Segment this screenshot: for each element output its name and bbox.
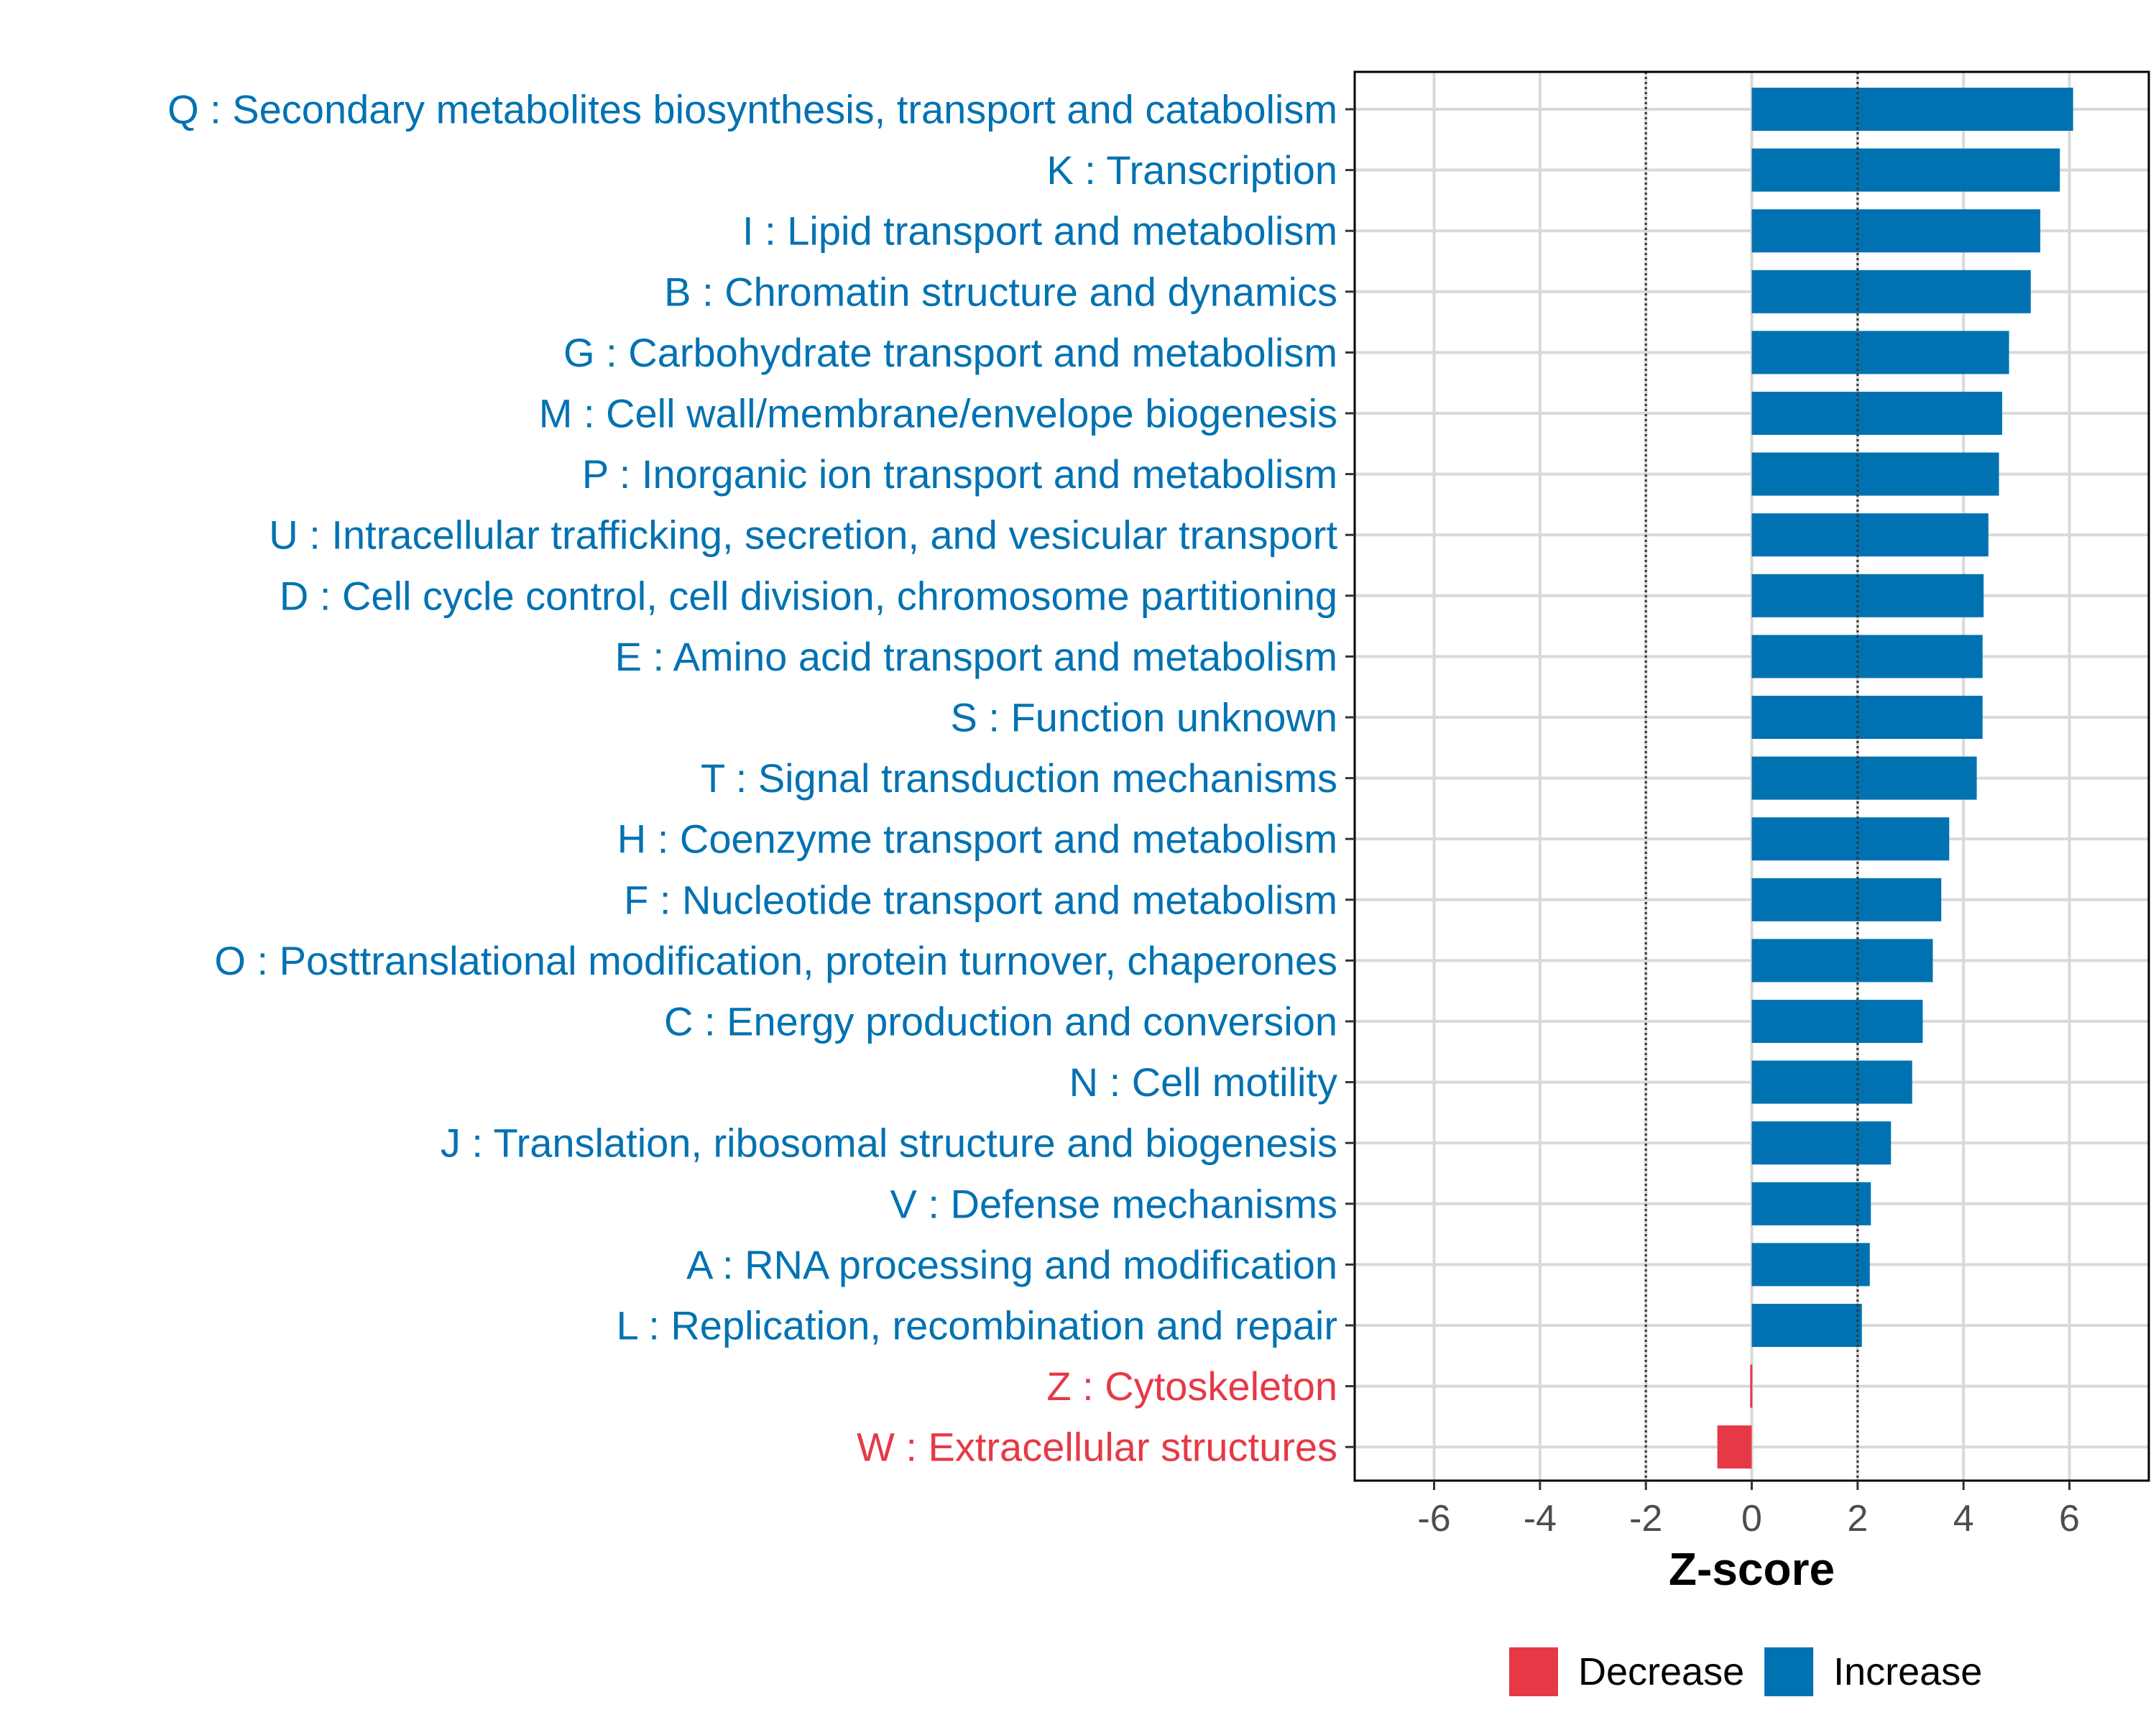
category-label: H : Coenzyme transport and metabolism bbox=[617, 816, 1337, 862]
x-tick-label: -2 bbox=[1629, 1498, 1662, 1540]
bar bbox=[1750, 1364, 1753, 1408]
bar bbox=[1751, 1304, 1862, 1347]
x-tick-label: 2 bbox=[1847, 1498, 1868, 1540]
bar bbox=[1751, 452, 1999, 496]
bar bbox=[1751, 696, 1983, 739]
category-label: I : Lipid transport and metabolism bbox=[742, 208, 1337, 254]
y-axis: Q : Secondary metabolites biosynthesis, … bbox=[167, 87, 1355, 1470]
bar bbox=[1751, 756, 1977, 800]
legend-label: Increase bbox=[1833, 1650, 1982, 1693]
legend-swatch bbox=[1509, 1647, 1558, 1696]
bar bbox=[1751, 1000, 1923, 1043]
bar bbox=[1751, 1060, 1912, 1104]
category-label: M : Cell wall/membrane/envelope biogenes… bbox=[539, 391, 1337, 436]
bar bbox=[1751, 392, 2002, 435]
legend: Decrease Increase bbox=[1509, 1647, 1982, 1696]
category-label: S : Function unknown bbox=[950, 695, 1337, 740]
category-label: O : Posttranslational modification, prot… bbox=[214, 938, 1337, 983]
category-label: F : Nucleotide transport and metabolism bbox=[624, 877, 1337, 922]
legend-label: Decrease bbox=[1578, 1650, 1744, 1693]
category-label: G : Carbohydrate transport and metabolis… bbox=[563, 330, 1337, 375]
category-label: L : Replication, recombination and repai… bbox=[617, 1303, 1337, 1348]
bar bbox=[1751, 270, 2031, 313]
category-label: K : Transcription bbox=[1046, 147, 1337, 193]
bar bbox=[1751, 331, 2009, 374]
bar bbox=[1751, 209, 2040, 253]
category-label: A : RNA processing and modification bbox=[686, 1242, 1337, 1287]
x-axis: -6 -4 -2 0 2 4 6 bbox=[1417, 1481, 2080, 1540]
reference-lines bbox=[1644, 72, 1859, 1481]
x-axis-title: Z-score bbox=[1669, 1543, 1835, 1595]
legend-swatch bbox=[1764, 1647, 1814, 1696]
bar bbox=[1751, 817, 1950, 861]
category-label: V : Defense mechanisms bbox=[890, 1181, 1337, 1226]
category-label: B : Chromatin structure and dynamics bbox=[664, 269, 1337, 314]
bar bbox=[1751, 878, 1942, 921]
bar bbox=[1751, 574, 1984, 617]
bar bbox=[1751, 513, 1989, 557]
category-label: N : Cell motility bbox=[1069, 1059, 1337, 1105]
bar bbox=[1751, 939, 1933, 983]
bar bbox=[1751, 635, 1983, 678]
bar bbox=[1751, 1121, 1892, 1165]
category-label: W : Extracellular structures bbox=[857, 1425, 1337, 1470]
category-label: P : Inorganic ion transport and metaboli… bbox=[582, 451, 1337, 497]
category-label: Z : Cytoskeleton bbox=[1046, 1363, 1337, 1409]
bar bbox=[1751, 1182, 1871, 1225]
x-tick-label: -6 bbox=[1417, 1498, 1450, 1540]
x-tick-label: -4 bbox=[1524, 1498, 1557, 1540]
bars bbox=[1717, 88, 2073, 1469]
x-tick-label: 4 bbox=[1953, 1498, 1974, 1540]
category-label: Q : Secondary metabolites biosynthesis, … bbox=[167, 87, 1337, 132]
x-tick-label: 0 bbox=[1741, 1498, 1762, 1540]
x-tick-label: 6 bbox=[2059, 1498, 2080, 1540]
category-label: J : Translation, ribosomal structure and… bbox=[441, 1121, 1337, 1166]
bar bbox=[1751, 1243, 1870, 1287]
bar bbox=[1751, 88, 2073, 131]
category-label: E : Amino acid transport and metabolism bbox=[615, 634, 1337, 679]
category-label: T : Signal transduction mechanisms bbox=[701, 755, 1337, 801]
category-label: C : Energy production and conversion bbox=[664, 999, 1337, 1044]
category-label: D : Cell cycle control, cell division, c… bbox=[280, 573, 1337, 618]
bar bbox=[1751, 148, 2060, 192]
category-label: U : Intracellular trafficking, secretion… bbox=[269, 512, 1337, 558]
bar bbox=[1717, 1425, 1752, 1469]
